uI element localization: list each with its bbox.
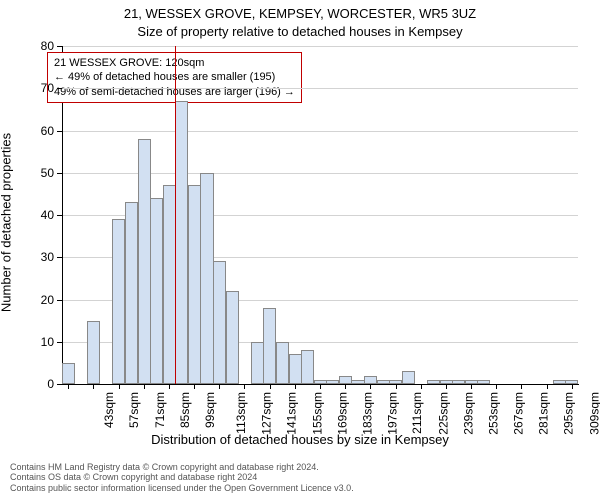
histogram-bar [138, 139, 151, 384]
x-tick [295, 384, 296, 389]
y-tick-label: 70 [24, 81, 54, 95]
histogram-bar [452, 380, 465, 384]
x-tick-label: 113sqm [234, 392, 248, 434]
x-tick [244, 384, 245, 389]
x-tick [547, 384, 548, 389]
x-tick [93, 384, 94, 389]
y-tick [57, 384, 62, 385]
histogram-bar [276, 342, 289, 384]
x-tick-label: 225sqm [436, 392, 450, 435]
x-tick-label: 253sqm [487, 392, 501, 435]
histogram-bar [477, 380, 490, 384]
histogram-bar [150, 198, 163, 384]
y-tick [57, 88, 62, 89]
gridline [63, 46, 578, 47]
x-tick [345, 384, 346, 389]
x-tick-label: 267sqm [512, 392, 526, 435]
y-tick-label: 30 [24, 250, 54, 264]
histogram-bar [339, 376, 352, 384]
x-tick-label: 169sqm [336, 392, 350, 435]
y-tick-label: 60 [24, 124, 54, 138]
x-tick-label: 239sqm [461, 392, 475, 435]
chart-container: { "title_line1": "21, WESSEX GROVE, KEMP… [0, 0, 600, 500]
y-tick-label: 0 [24, 377, 54, 391]
histogram-bar [289, 354, 302, 384]
y-tick-label: 50 [24, 166, 54, 180]
y-tick [57, 300, 62, 301]
histogram-bar [188, 185, 201, 384]
x-tick-label: 197sqm [386, 392, 400, 435]
x-tick-label: 183sqm [361, 392, 375, 435]
y-tick [57, 173, 62, 174]
x-tick [471, 384, 472, 389]
x-tick [194, 384, 195, 389]
x-tick [68, 384, 69, 389]
x-tick [396, 384, 397, 389]
x-tick [446, 384, 447, 389]
x-tick [572, 384, 573, 389]
x-tick-label: 57sqm [127, 392, 141, 428]
x-tick-label: 43sqm [102, 392, 116, 428]
histogram-bar [213, 261, 226, 384]
histogram-bar [364, 376, 377, 384]
y-tick [57, 257, 62, 258]
histogram-bar [163, 185, 176, 384]
histogram-bar [226, 291, 239, 384]
histogram-bar [553, 380, 566, 384]
x-tick-label: 141sqm [285, 392, 299, 435]
x-tick [169, 384, 170, 389]
x-tick-label: 155sqm [310, 392, 324, 435]
y-tick [57, 342, 62, 343]
x-tick [144, 384, 145, 389]
x-tick-label: 71sqm [153, 392, 167, 428]
chart-title-line2: Size of property relative to detached ho… [0, 24, 600, 39]
x-tick [119, 384, 120, 389]
x-tick [219, 384, 220, 389]
y-tick-label: 80 [24, 39, 54, 53]
histogram-bar [200, 173, 213, 384]
x-tick-label: 211sqm [410, 392, 424, 434]
histogram-bar [263, 308, 276, 384]
histogram-bar [326, 380, 339, 384]
license-line-2: Contains OS data © Crown copyright and d… [10, 472, 354, 483]
marker-line [175, 46, 176, 384]
x-tick-label: 99sqm [203, 392, 217, 428]
x-tick [421, 384, 422, 389]
x-tick-label: 85sqm [178, 392, 192, 428]
histogram-bar [351, 380, 364, 384]
x-tick [521, 384, 522, 389]
y-tick-label: 20 [24, 293, 54, 307]
license-line-3: Contains public sector information licen… [10, 483, 354, 494]
x-tick [270, 384, 271, 389]
x-tick [496, 384, 497, 389]
histogram-bar [87, 321, 100, 384]
histogram-bar [62, 363, 75, 384]
x-tick [320, 384, 321, 389]
x-tick-label: 281sqm [537, 392, 551, 435]
histogram-bar [175, 101, 188, 384]
y-axis-label: Number of detached properties [0, 133, 14, 312]
license-text: Contains HM Land Registry data © Crown c… [10, 462, 354, 494]
gridline [63, 88, 578, 89]
gridline [63, 131, 578, 132]
histogram-bar [377, 380, 390, 384]
histogram-bar [402, 371, 415, 384]
y-tick [57, 131, 62, 132]
license-line-1: Contains HM Land Registry data © Crown c… [10, 462, 354, 473]
x-tick-label: 127sqm [260, 392, 274, 435]
x-tick-label: 295sqm [562, 392, 576, 435]
x-tick [370, 384, 371, 389]
y-tick-label: 40 [24, 208, 54, 222]
x-tick-label: 309sqm [587, 392, 600, 435]
y-tick [57, 215, 62, 216]
histogram-bar [251, 342, 264, 384]
chart-title-line1: 21, WESSEX GROVE, KEMPSEY, WORCESTER, WR… [0, 6, 600, 21]
y-tick [57, 46, 62, 47]
y-tick-label: 10 [24, 335, 54, 349]
histogram-bar [112, 219, 125, 384]
x-axis-label: Distribution of detached houses by size … [0, 432, 600, 447]
histogram-bar [301, 350, 314, 384]
histogram-bar [125, 202, 138, 384]
histogram-bar [427, 380, 440, 384]
